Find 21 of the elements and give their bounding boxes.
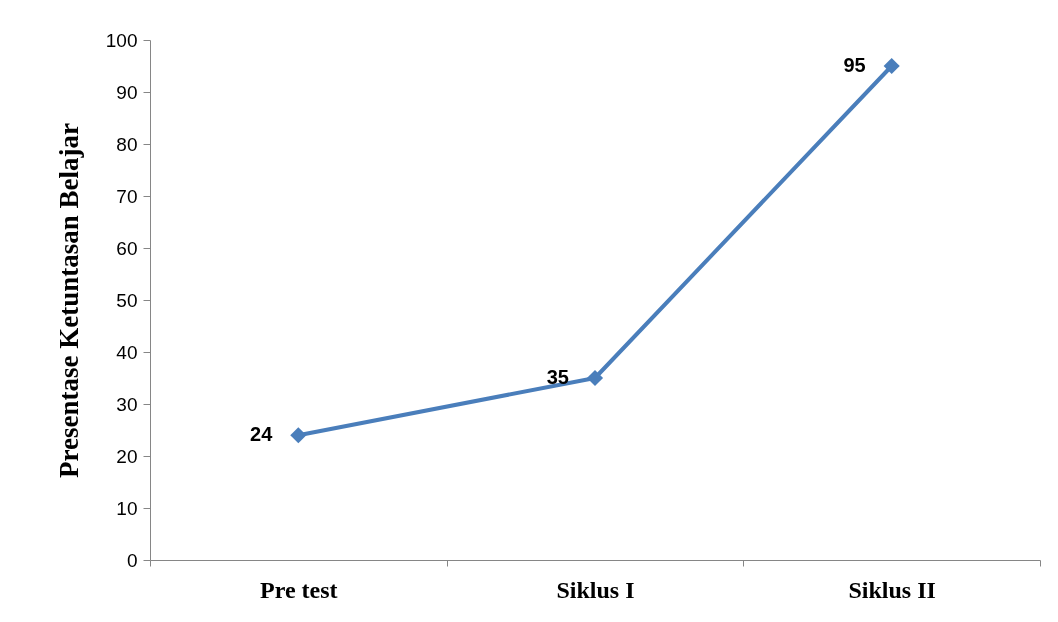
point <box>290 427 307 444</box>
y-tick-label: 0 <box>126 549 138 571</box>
y-tick-label: 30 <box>116 393 138 415</box>
y-axis-title: Presentase Ketuntasan Belajar <box>53 123 84 478</box>
x-tick-label: Siklus II <box>848 576 936 603</box>
data-label: 95 <box>843 54 866 76</box>
y-tick-label: 80 <box>116 133 138 155</box>
y-tick-label: 10 <box>116 497 138 519</box>
point <box>883 57 900 75</box>
y-tick-label: 20 <box>116 445 138 467</box>
point <box>586 369 604 387</box>
data-label: 35 <box>546 366 569 388</box>
x-tick-label: Siklus I <box>556 576 635 603</box>
y-tick-label: 100 <box>105 29 138 51</box>
x-tick-label: Pre test <box>260 576 338 603</box>
y-tick-label: 90 <box>116 81 138 103</box>
data-label: 24 <box>250 423 274 446</box>
y-tick-label: 50 <box>116 289 138 311</box>
y-tick-label: 40 <box>116 341 138 363</box>
y-tick-label: 70 <box>116 185 138 207</box>
y-tick-label: 60 <box>116 237 138 259</box>
